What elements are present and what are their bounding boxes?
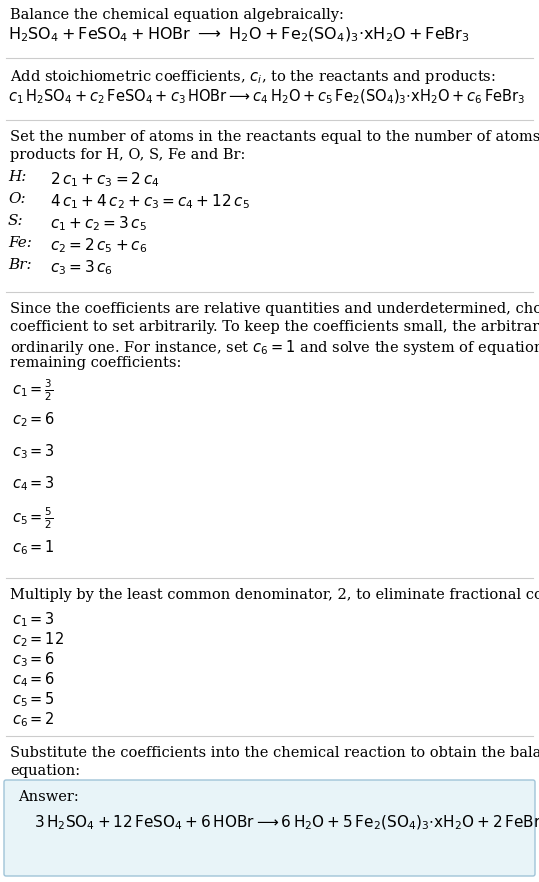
Text: Add stoichiometric coefficients, $c_i$, to the reactants and products:: Add stoichiometric coefficients, $c_i$, …: [10, 68, 496, 86]
Text: Answer:: Answer:: [18, 790, 79, 804]
FancyBboxPatch shape: [4, 780, 535, 876]
Text: $c_1 = 3$: $c_1 = 3$: [12, 610, 55, 629]
Text: Set the number of atoms in the reactants equal to the number of atoms in the: Set the number of atoms in the reactants…: [10, 130, 539, 144]
Text: $3\,\mathregular{H_2SO_4} + 12\,\mathregular{FeSO_4} + 6\,\mathregular{HOBr} \lo: $3\,\mathregular{H_2SO_4} + 12\,\mathreg…: [34, 814, 539, 833]
Text: $c_4 = 3$: $c_4 = 3$: [12, 474, 55, 493]
Text: $c_2 = 12$: $c_2 = 12$: [12, 630, 64, 648]
Text: $c_1\,\mathregular{H_2SO_4} + c_2\,\mathregular{FeSO_4} + c_3\,\mathregular{HOBr: $c_1\,\mathregular{H_2SO_4} + c_2\,\math…: [8, 88, 526, 107]
Text: S:: S:: [8, 214, 24, 228]
Text: $c_1 = \frac{3}{2}$: $c_1 = \frac{3}{2}$: [12, 378, 53, 403]
Text: Multiply by the least common denominator, 2, to eliminate fractional coefficient: Multiply by the least common denominator…: [10, 588, 539, 602]
Text: Br:: Br:: [8, 258, 32, 272]
Text: ordinarily one. For instance, set $c_6 = 1$ and solve the system of equations fo: ordinarily one. For instance, set $c_6 =…: [10, 338, 539, 357]
Text: $c_1 + c_2 = 3\,c_5$: $c_1 + c_2 = 3\,c_5$: [50, 214, 147, 233]
Text: coefficient to set arbitrarily. To keep the coefficients small, the arbitrary va: coefficient to set arbitrarily. To keep …: [10, 320, 539, 334]
Text: $c_6 = 1$: $c_6 = 1$: [12, 538, 55, 557]
Text: $c_5 = \frac{5}{2}$: $c_5 = \frac{5}{2}$: [12, 506, 53, 531]
Text: $c_2 = 6$: $c_2 = 6$: [12, 410, 56, 429]
Text: remaining coefficients:: remaining coefficients:: [10, 356, 182, 370]
Text: Since the coefficients are relative quantities and underdetermined, choose a: Since the coefficients are relative quan…: [10, 302, 539, 316]
Text: $c_2 = 2\,c_5 + c_6$: $c_2 = 2\,c_5 + c_6$: [50, 236, 147, 255]
Text: $2\,c_1 + c_3 = 2\,c_4$: $2\,c_1 + c_3 = 2\,c_4$: [50, 170, 160, 189]
Text: $c_3 = 6$: $c_3 = 6$: [12, 650, 56, 669]
Text: $c_4 = 6$: $c_4 = 6$: [12, 670, 56, 689]
Text: products for H, O, S, Fe and Br:: products for H, O, S, Fe and Br:: [10, 148, 245, 162]
Text: $c_5 = 5$: $c_5 = 5$: [12, 690, 55, 709]
Text: $\mathregular{H_2SO_4 + FeSO_4 + HOBr \ \longrightarrow \ H_2O + Fe_2(SO_4)_3{\c: $\mathregular{H_2SO_4 + FeSO_4 + HOBr \ …: [8, 26, 469, 44]
Text: $c_6 = 2$: $c_6 = 2$: [12, 710, 55, 729]
Text: Fe:: Fe:: [8, 236, 32, 250]
Text: $4\,c_1 + 4\,c_2 + c_3 = c_4 + 12\,c_5$: $4\,c_1 + 4\,c_2 + c_3 = c_4 + 12\,c_5$: [50, 192, 250, 211]
Text: equation:: equation:: [10, 764, 80, 778]
Text: H:: H:: [8, 170, 26, 184]
Text: O:: O:: [8, 192, 26, 206]
Text: $c_3 = 3$: $c_3 = 3$: [12, 442, 55, 460]
Text: Balance the chemical equation algebraically:: Balance the chemical equation algebraica…: [10, 8, 344, 22]
Text: $c_3 = 3\,c_6$: $c_3 = 3\,c_6$: [50, 258, 113, 277]
Text: Substitute the coefficients into the chemical reaction to obtain the balanced: Substitute the coefficients into the che…: [10, 746, 539, 760]
